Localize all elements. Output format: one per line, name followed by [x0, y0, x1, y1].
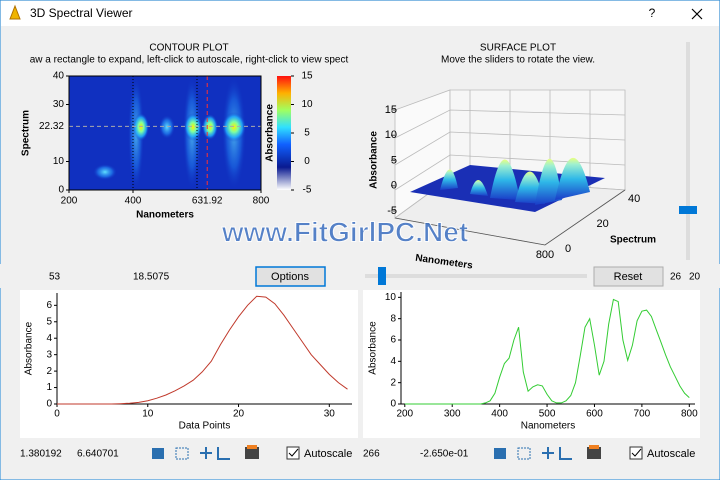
colorbar-tick-label: 10 — [301, 99, 313, 110]
checkbox-label[interactable]: Autoscale — [647, 448, 695, 460]
colorbar-tick-label: -5 — [303, 185, 312, 196]
options-button[interactable] — [255, 266, 326, 287]
chart-title: CONTOUR PLOT — [149, 43, 228, 54]
readout: 53 — [49, 272, 61, 283]
vertical-slider-thumb[interactable] — [679, 206, 697, 214]
y-axis-label: Spectrum — [610, 235, 656, 246]
y-axis-label: Absorbance — [368, 321, 379, 375]
readout: -2.650e-01 — [420, 449, 469, 460]
checkmark — [288, 448, 299, 457]
x-tick-label: 700 — [634, 409, 651, 420]
x-tick-label: 30 — [324, 409, 336, 420]
reset-button[interactable] — [593, 266, 664, 287]
y-tick-label: 2 — [390, 377, 396, 388]
x-tick-label: 500 — [539, 409, 556, 420]
colorbar-tick-label: 15 — [301, 71, 313, 82]
y-tick-label: 40 — [53, 71, 65, 82]
y-axis-label: Absorbance — [24, 321, 35, 375]
x-axis-label: Nanometers — [136, 210, 194, 221]
y-tick-label: 4 — [46, 333, 52, 344]
rotation-value: 26 — [670, 272, 682, 283]
z-tick-label: 15 — [385, 104, 397, 116]
chart-title: SURFACE PLOT — [480, 43, 556, 54]
reset-label[interactable]: Reset — [614, 271, 643, 283]
x-tick-label: 800 — [681, 409, 698, 420]
checkbox[interactable] — [629, 446, 643, 460]
y-tick-label: 40 — [628, 193, 640, 205]
x-axis-label: Nanometers — [521, 421, 575, 432]
x-tick-label: 400 — [125, 196, 142, 207]
colorbar-label: Absorbance — [265, 104, 276, 162]
help-button[interactable]: ? — [649, 6, 656, 20]
x-tick-label: 800 — [536, 249, 554, 261]
horizontal-slider-thumb[interactable] — [378, 267, 386, 285]
y-tick-label: 8 — [390, 313, 396, 324]
y-tick-label: 3 — [46, 349, 52, 360]
app-icon — [9, 4, 21, 20]
readout: 1.380192 — [20, 449, 62, 460]
y-tick-label: 20 — [597, 218, 609, 230]
checkbox[interactable] — [286, 446, 300, 460]
x-tick-label: 10 — [142, 409, 154, 420]
y-tick-label: 10 — [53, 156, 65, 167]
close-button[interactable] — [691, 8, 703, 20]
y-tick-label: 6 — [46, 300, 52, 311]
readout: 18.5075 — [133, 272, 170, 283]
contour-image — [69, 76, 261, 190]
y-tick-label: 0 — [390, 399, 396, 410]
y-tick-label: 6 — [390, 335, 396, 346]
data-line — [404, 298, 690, 405]
y-tick-label: 4 — [390, 356, 396, 367]
z-axis-label: Absorbance — [369, 131, 380, 189]
z-tick-label: 5 — [391, 154, 397, 166]
readout: 6.640701 — [77, 449, 119, 460]
colorbar-tick-label: 5 — [304, 128, 310, 139]
x-tick-label: 400 — [491, 409, 508, 420]
chart-panel — [363, 290, 700, 438]
vertical-slider-track[interactable] — [686, 42, 690, 260]
x-tick-label: 200 — [61, 196, 78, 207]
colorbar — [277, 76, 291, 190]
y-tick-label: 1 — [46, 382, 52, 393]
cursor-x-label: 631.92 — [192, 196, 223, 207]
z-tick-label: 0 — [391, 180, 397, 192]
window-title: 3D Spectral Viewer — [30, 6, 133, 20]
x-tick-label: 300 — [444, 409, 461, 420]
x-axis-label: Data Points — [179, 421, 231, 432]
surface-mesh — [410, 157, 605, 212]
horizontal-slider-track[interactable] — [365, 274, 587, 278]
z-tick-label: 10 — [385, 129, 397, 141]
options-label[interactable]: Options — [271, 271, 309, 283]
y-axis-label: Spectrum — [21, 110, 32, 156]
chart-subtitle: Move the sliders to rotate the view. — [441, 55, 595, 66]
checkmark — [631, 448, 642, 457]
y-tick-label: 10 — [385, 292, 397, 303]
y-tick-label: 2 — [46, 366, 52, 377]
colorbar-tick-label: 0 — [304, 156, 310, 167]
chart-subtitle: aw a rectangle to expand, left-click to … — [30, 55, 349, 66]
y-tick-label: 0 — [58, 185, 64, 196]
title-bar — [1, 1, 719, 26]
y-tick-label: 30 — [53, 99, 65, 110]
x-tick-label: 20 — [233, 409, 245, 420]
z-tick-label: -5 — [387, 205, 397, 217]
checkbox-label[interactable]: Autoscale — [304, 448, 352, 460]
readout: 266 — [363, 449, 380, 460]
x-tick-label: 800 — [253, 196, 270, 207]
plot-frame — [68, 75, 262, 191]
x-tick-label: 600 — [586, 409, 603, 420]
watermark: www.FitGirlPC.Net — [221, 216, 468, 247]
y-tick-label: 0 — [565, 243, 571, 255]
data-line — [57, 295, 348, 405]
y-tick-label: 0 — [46, 399, 52, 410]
cursor-y-label: 22.32 — [39, 121, 64, 132]
rotation-value: 20 — [689, 272, 701, 283]
chart-panel — [20, 290, 358, 438]
y-tick-label: 5 — [46, 316, 52, 327]
x-tick-label: 0 — [54, 409, 60, 420]
x-tick-label: 200 — [396, 409, 413, 420]
toolbar-icons[interactable] — [152, 445, 601, 460]
